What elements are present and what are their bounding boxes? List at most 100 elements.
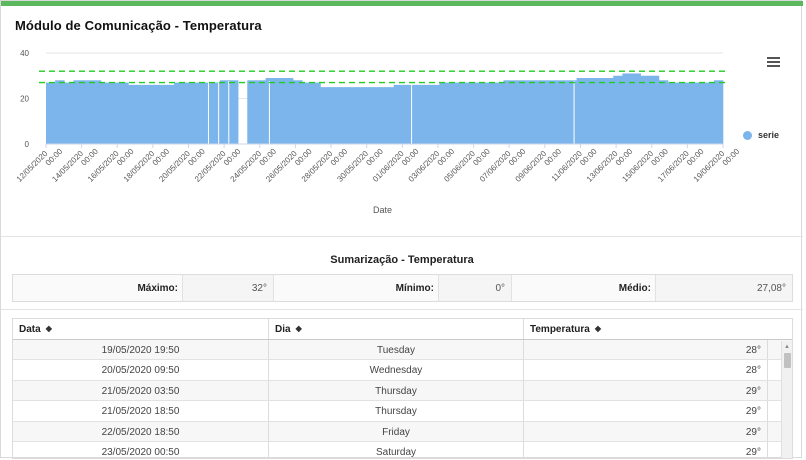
sort-icon: ◆: [45, 324, 52, 333]
chart-bar: [174, 82, 184, 144]
chart-bar: [485, 82, 495, 144]
chart-bar: [46, 82, 56, 144]
legend-item-serie[interactable]: serie: [743, 130, 779, 140]
cell-temperature: 29°: [524, 401, 768, 421]
cell-temperature: 28°: [524, 360, 768, 380]
chart-bar: [274, 78, 285, 144]
chart-bar: [704, 82, 715, 144]
chart-bar: [320, 87, 330, 144]
cell-date: 19/05/2020 19:50: [13, 340, 269, 360]
legend-label: serie: [758, 130, 780, 140]
chart-bar: [668, 82, 678, 144]
sort-icon: ◆: [295, 324, 302, 333]
chart-bar: [558, 80, 568, 144]
table-row[interactable]: 21/05/2020 03:50 Thursday 29°: [13, 380, 792, 402]
chart-bar: [585, 78, 596, 144]
cell-day: Wednesday: [269, 360, 524, 380]
chart-bar: [146, 84, 157, 144]
chart-bar: [393, 84, 404, 144]
divider: [1, 309, 803, 310]
cell-temperature: 29°: [524, 380, 768, 401]
chart-bar: [521, 80, 532, 144]
chart-bar: [201, 82, 211, 144]
page-title: Módulo de Comunicação - Temperatura: [15, 18, 262, 33]
cell-temperature: 29°: [524, 421, 768, 441]
scroll-thumb[interactable]: [784, 353, 791, 368]
cell-day: Saturday: [269, 441, 524, 458]
chart-bar: [228, 80, 239, 144]
chart-bar: [503, 80, 513, 144]
chart-bar: [91, 80, 102, 144]
chart-bar: [421, 84, 431, 144]
chart-bar: [530, 80, 541, 144]
table-row[interactable]: 23/05/2020 00:50 Saturday 29°: [13, 441, 792, 458]
chart-bar: [183, 82, 193, 144]
chart-bar: [640, 75, 651, 144]
chart-bar: [366, 87, 376, 144]
summary-title: Sumarização - Temperatura: [330, 254, 474, 266]
chart-bar: [283, 78, 294, 144]
chart-bar: [631, 73, 641, 144]
chart-bar: [64, 82, 74, 144]
cell-temperature: 28°: [524, 340, 768, 360]
chart-bar: [302, 82, 312, 144]
max-value: 32°: [183, 275, 274, 301]
chart-bar: [430, 84, 440, 144]
min-label: Mínimo:: [274, 275, 439, 301]
chart-bar: [347, 87, 358, 144]
chart-bar: [100, 82, 111, 144]
chart-bar: [110, 82, 120, 144]
table-scrollbar[interactable]: ▲: [781, 341, 792, 458]
chart-bar: [311, 82, 321, 144]
min-value: 0°: [439, 275, 512, 301]
chart-bar: [494, 82, 504, 144]
scroll-up-arrow-icon[interactable]: ▲: [784, 344, 790, 350]
table-row[interactable]: 20/05/2020 09:50 Wednesday 28°: [13, 360, 792, 381]
chart-bar: [329, 87, 340, 144]
chart-bar: [677, 82, 687, 144]
chart-bar: [164, 84, 175, 144]
chart-bar: [55, 80, 65, 144]
avg-label: Médio:: [512, 275, 656, 301]
chart-bar: [402, 84, 413, 144]
chart-bar: [375, 87, 385, 144]
chart-bar: [338, 87, 349, 144]
table-header: Data ◆ Dia ◆ Temperatura ◆: [13, 319, 792, 340]
chart-bar: [686, 82, 696, 144]
max-label: Máximo:: [13, 275, 183, 301]
column-header-data[interactable]: Data ◆: [13, 319, 269, 339]
chart-bar: [384, 87, 394, 144]
chart-bar: [713, 80, 724, 144]
chart-bar: [466, 82, 477, 144]
chart-bar: [649, 75, 660, 144]
y-tick-label: 40: [20, 49, 29, 58]
chart-bar: [622, 73, 632, 144]
chart-bar: [210, 82, 221, 144]
table-row[interactable]: 22/05/2020 18:50 Friday 29°: [13, 421, 792, 442]
cell-temperature: 29°: [524, 441, 768, 458]
table-row[interactable]: 19/05/2020 19:50 Tuesday 28°: [13, 340, 792, 361]
data-table: Data ◆ Dia ◆ Temperatura ◆ 19/05/2020 19:50…: [12, 318, 793, 459]
chart-bar: [82, 80, 93, 144]
chart-bar: [128, 84, 138, 144]
column-header-dia[interactable]: Dia ◆: [269, 319, 524, 339]
cell-date: 22/05/2020 18:50: [13, 421, 269, 441]
chart-bar: [695, 82, 706, 144]
chart-bar: [567, 80, 577, 144]
chart-bar: [247, 80, 257, 144]
chart-bar: [357, 87, 367, 144]
sort-icon: ◆: [594, 324, 601, 333]
chart-bar: [549, 80, 559, 144]
chart-bar: [594, 78, 605, 144]
cell-day: Friday: [269, 421, 524, 441]
cell-date: 20/05/2020 09:50: [13, 360, 269, 380]
chart-bar: [137, 84, 147, 144]
chart-bar: [439, 82, 449, 144]
table-row[interactable]: 21/05/2020 18:50 Thursday 29°: [13, 401, 792, 422]
hamburger-menu-icon[interactable]: [767, 57, 781, 69]
legend-marker-icon: [743, 130, 752, 140]
temperature-chart: 0204012/05/202000:0014/05/202000:0016/05…: [15, 49, 742, 184]
cell-date: 23/05/2020 00:50: [13, 441, 269, 458]
x-axis-title: Date: [373, 205, 393, 215]
column-header-temperatura[interactable]: Temperatura ◆: [530, 324, 601, 335]
